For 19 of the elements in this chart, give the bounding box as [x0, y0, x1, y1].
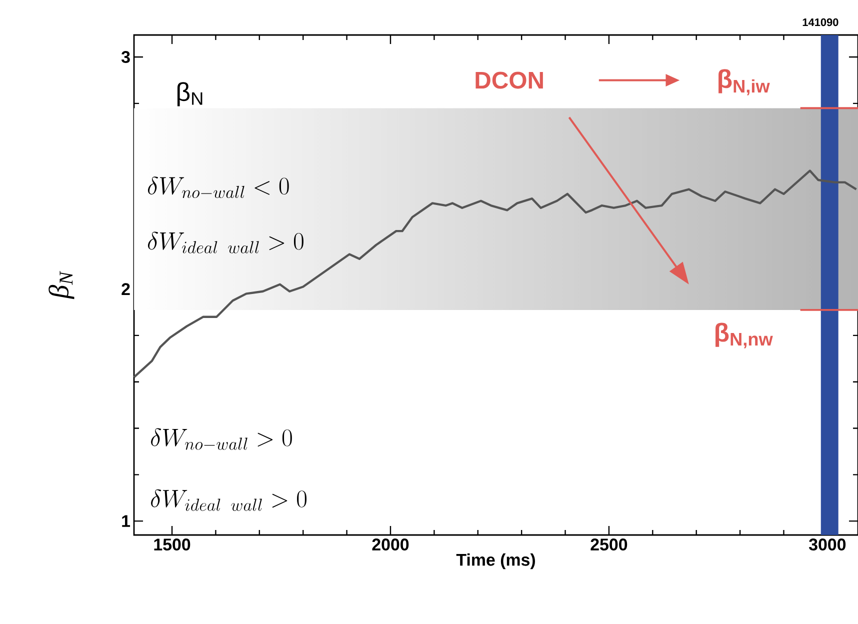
y-tick-label: 2	[122, 283, 130, 295]
x-tick-label: 2500	[590, 538, 628, 551]
annotation: β$_{N}$	[177, 82, 202, 106]
series-label: β$_{N,nw}$	[716, 322, 773, 348]
line-series	[132, 170, 858, 378]
x-tick-label: 2000	[372, 538, 409, 551]
annotation: $\delta W_{no-wall} > 0$	[151, 428, 292, 450]
annotation: DCON	[476, 72, 543, 89]
annotation: $\delta W_{ideal\;\;wall} > 0$	[148, 232, 304, 254]
y-tick-label: 3	[121, 51, 130, 64]
text: 141090	[802, 18, 838, 26]
x-tick-label: 3000	[808, 538, 846, 551]
x-tick-label: 1500	[154, 538, 190, 551]
x-axis-title: Time (ms)	[456, 553, 535, 570]
y-tick-label: 1	[122, 515, 130, 527]
y-axis-title: β$_{N}$	[48, 270, 74, 300]
annotation: $\delta W_{ideal\;\;wall} > 0$	[151, 489, 306, 511]
legend-label: β$_{N,iw}$	[718, 69, 770, 96]
annotation: $\delta W_{no-wall} < 0$	[148, 176, 289, 198]
